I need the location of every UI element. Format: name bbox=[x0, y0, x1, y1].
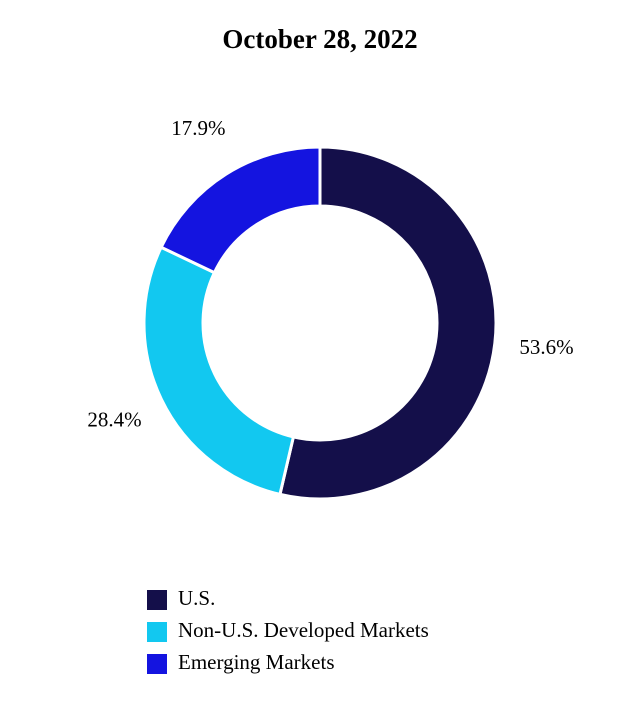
donut-slice bbox=[278, 145, 498, 501]
data-label: 17.9% bbox=[171, 116, 225, 140]
donut-slice bbox=[159, 145, 322, 275]
legend-label: Non-U.S. Developed Markets bbox=[178, 618, 429, 642]
data-label: 28.4% bbox=[87, 408, 141, 432]
legend-label: Emerging Markets bbox=[178, 650, 335, 674]
donut-slice bbox=[142, 245, 296, 497]
legend-swatch bbox=[147, 622, 167, 642]
chart-title: October 28, 2022 bbox=[222, 24, 417, 54]
legend-swatch bbox=[147, 654, 167, 674]
data-label: 53.6% bbox=[519, 335, 573, 359]
legend-swatch bbox=[147, 590, 167, 610]
legend-label: U.S. bbox=[178, 586, 215, 610]
